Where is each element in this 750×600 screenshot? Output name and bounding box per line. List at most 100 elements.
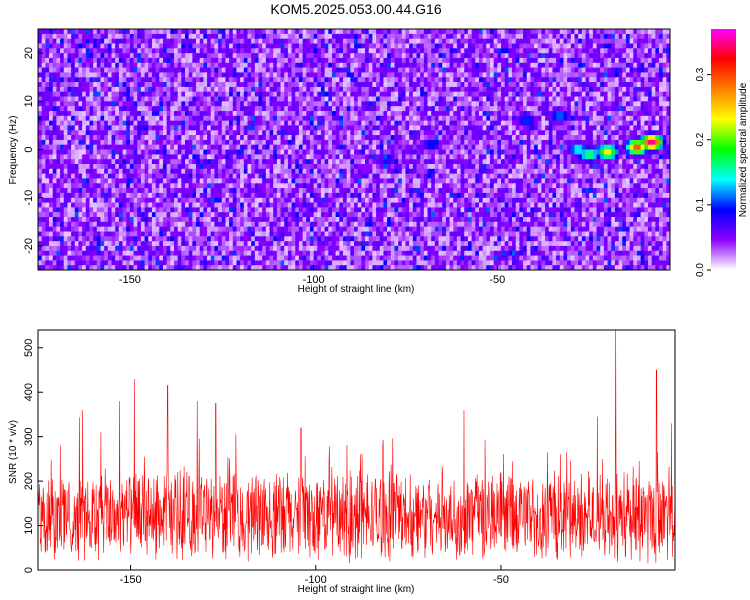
spectrogram-cell bbox=[313, 77, 318, 83]
spectrogram-cell bbox=[350, 110, 355, 117]
spectrogram-cell bbox=[225, 86, 230, 93]
spectrogram-cell bbox=[207, 154, 212, 160]
spectrogram-cell bbox=[251, 33, 256, 40]
spectrogram-cell bbox=[342, 38, 348, 45]
spectrogram-cell bbox=[383, 77, 388, 83]
spectrogram-cell bbox=[387, 139, 392, 146]
spectrogram-cell bbox=[232, 149, 238, 155]
spectrogram-cell bbox=[78, 159, 83, 165]
spectrogram-cell bbox=[379, 154, 384, 160]
spectrogram-cell bbox=[309, 139, 315, 146]
spectrogram-cell bbox=[218, 82, 223, 88]
spectrogram-cell bbox=[390, 241, 396, 247]
spectrogram-cell bbox=[254, 221, 260, 228]
spectrogram-cell bbox=[390, 120, 396, 126]
spectrogram-cell bbox=[280, 135, 285, 141]
spectrogram-cell bbox=[207, 226, 212, 233]
spectrogram-cell bbox=[122, 192, 127, 199]
spectrogram-cell bbox=[41, 120, 46, 126]
spectrogram-cell bbox=[269, 33, 274, 40]
spectrogram-cell bbox=[398, 77, 403, 83]
spectrogram-cell bbox=[107, 226, 113, 233]
spectrogram-cell bbox=[93, 72, 98, 78]
spectrogram-cell bbox=[295, 226, 300, 233]
spectrogram-cell bbox=[192, 135, 197, 141]
spectrogram-cell bbox=[339, 38, 344, 45]
spectrogram-cell bbox=[45, 43, 50, 49]
spectrogram-cell bbox=[387, 188, 392, 194]
spectrogram-cell bbox=[133, 130, 138, 136]
spectrogram-cell bbox=[309, 221, 315, 228]
spectrogram-cell bbox=[107, 72, 113, 78]
spectrogram-cell bbox=[144, 163, 149, 170]
spectrogram-cell bbox=[173, 82, 179, 88]
spectrogram-cell bbox=[140, 33, 146, 40]
spectrogram-cell bbox=[383, 168, 388, 175]
spectrogram-cell bbox=[269, 125, 274, 131]
spectrogram-cell bbox=[309, 43, 315, 49]
spectrogram-cell bbox=[357, 202, 362, 208]
spectrogram-cell bbox=[188, 43, 193, 49]
spectrogram-cell bbox=[89, 255, 94, 261]
spectrogram-cell bbox=[276, 168, 282, 175]
spectrogram-cell bbox=[251, 202, 256, 208]
spectrogram-cell bbox=[262, 139, 267, 146]
spectrogram-cell bbox=[291, 115, 296, 122]
spectrogram-cell bbox=[52, 173, 57, 180]
spectrogram-cell bbox=[129, 135, 135, 141]
spectrogram-cell bbox=[251, 72, 256, 78]
spectrogram-cell bbox=[45, 115, 50, 122]
spectrogram-cell bbox=[221, 265, 226, 270]
spectrogram-cell bbox=[269, 77, 274, 83]
spectrogram-cell bbox=[170, 236, 175, 242]
spectrogram-cell bbox=[346, 82, 351, 88]
spectrogram-cell bbox=[49, 101, 54, 107]
spectrogram-cell bbox=[365, 33, 370, 40]
spectrogram-cell bbox=[240, 29, 245, 35]
spectrogram-cell bbox=[258, 260, 263, 266]
spectrogram-cell bbox=[126, 197, 131, 204]
spectrogram-cell bbox=[309, 53, 315, 59]
spectrogram-cell bbox=[159, 38, 164, 45]
spectrogram-cell bbox=[306, 115, 311, 122]
spectrogram-cell bbox=[218, 72, 223, 78]
spectrogram-cell bbox=[173, 77, 179, 83]
spectrogram-cell bbox=[251, 135, 256, 141]
spectrogram-cell bbox=[78, 125, 83, 131]
spectrogram-cell bbox=[232, 241, 238, 247]
spectrogram-cell bbox=[390, 43, 396, 49]
spectrogram-cell bbox=[71, 154, 76, 160]
spectrogram-cell bbox=[52, 231, 57, 237]
spectrogram-cell bbox=[74, 163, 80, 170]
spectrogram-cell bbox=[387, 43, 392, 49]
spectrogram-cell bbox=[155, 241, 160, 247]
spectrogram-cell bbox=[115, 159, 120, 165]
spectrogram-cell bbox=[89, 241, 94, 247]
spectrogram-cell bbox=[199, 57, 204, 64]
spectrogram-cell bbox=[107, 135, 113, 141]
spectrogram-cell bbox=[115, 67, 120, 73]
spectrogram-cell bbox=[107, 110, 113, 117]
spectrogram-cell bbox=[320, 207, 326, 213]
spectrogram-cell bbox=[89, 120, 94, 126]
spectrogram-cell bbox=[229, 96, 234, 102]
spectrogram-cell bbox=[258, 130, 263, 136]
spectrogram-cell bbox=[335, 202, 340, 208]
spectrogram-cell bbox=[140, 62, 146, 69]
spectrogram-cell bbox=[273, 96, 278, 102]
spectrogram-cell bbox=[379, 120, 384, 126]
spectrogram-cell bbox=[67, 29, 72, 35]
spectrogram-cell bbox=[184, 197, 190, 204]
spectrogram-cell bbox=[144, 130, 149, 136]
spectrogram-cell bbox=[280, 183, 285, 189]
spectrogram-cell bbox=[118, 260, 124, 266]
spectrogram-cell bbox=[144, 183, 149, 189]
spectrogram-cell bbox=[383, 57, 388, 64]
spectrogram-cell bbox=[173, 48, 179, 54]
spectrogram-cell bbox=[107, 33, 113, 40]
spectrogram-cell bbox=[133, 221, 138, 228]
spectrogram-cell bbox=[291, 77, 296, 83]
spectrogram-cell bbox=[63, 226, 68, 233]
spectrogram-cell bbox=[339, 29, 344, 35]
spectrogram-cell bbox=[247, 130, 252, 136]
